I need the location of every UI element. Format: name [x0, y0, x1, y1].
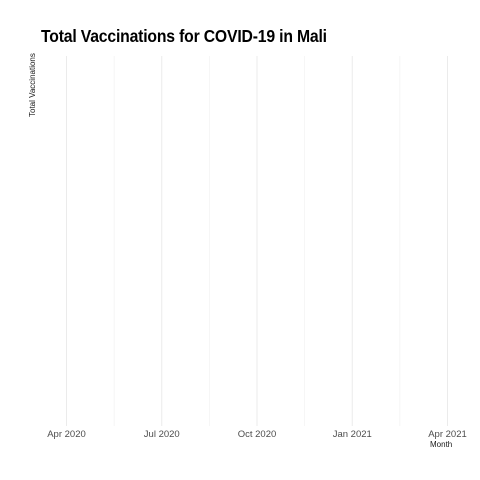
x-tick-label: Apr 2021: [428, 429, 467, 440]
x-axis-label: Month: [430, 440, 453, 449]
x-tick-label: Oct 2020: [238, 429, 277, 440]
x-tick-label: Jul 2020: [144, 429, 180, 440]
chart-title: Total Vaccinations for COVID-19 in Mali: [41, 26, 327, 46]
minor-gridlines: [113, 56, 401, 426]
major-gridlines: [66, 56, 448, 426]
x-tick-labels: Apr 2020 Jul 2020 Oct 2020 Jan 2021 Apr 2021: [47, 429, 467, 440]
x-tick-label: Apr 2020: [47, 429, 86, 440]
x-tick-label: Jan 2021: [333, 429, 372, 440]
